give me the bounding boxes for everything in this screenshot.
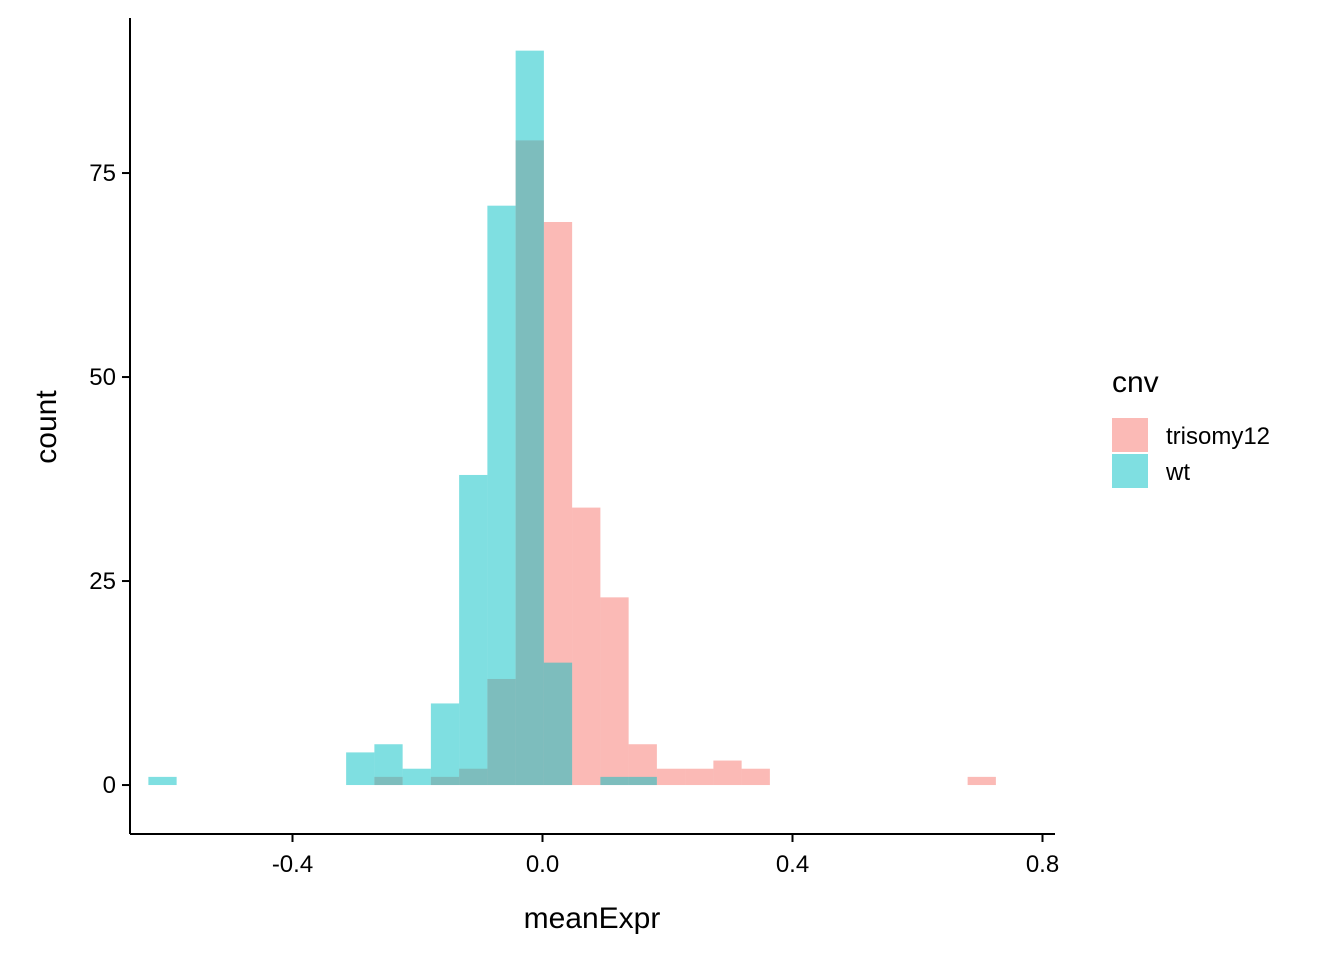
y-tick-label-0: 0 [103,772,116,799]
axes-layer: 0 25 50 75 -0.4 0.0 0.4 0.8 [89,18,1059,878]
legend: cnv trisomy12 wt [1112,366,1270,488]
bar-wt-11 [628,776,657,786]
bar-wt-2 [374,744,403,786]
legend-title: cnv [1112,366,1159,399]
bar-wt-7 [515,50,544,786]
legend-key-wt [1112,454,1148,488]
y-tick-label-1: 25 [89,568,116,595]
bar-trisomy12-14 [967,776,996,786]
bar-trisomy12-7 [572,507,601,786]
bar-wt-8 [543,662,573,786]
bar-wt-5 [459,474,488,786]
bar-wt-10 [600,776,629,786]
y-tick-label-2: 50 [89,364,116,391]
bar-trisomy12-13 [741,768,770,786]
bar-wt-0 [148,776,177,786]
bar-wt-6 [487,205,516,786]
legend-label-wt: wt [1165,459,1190,486]
bar-trisomy12-11 [685,768,714,786]
y-tick-label-3: 75 [89,160,116,187]
x-tick-label-2: 0.4 [776,851,809,878]
x-tick-label-3: 0.8 [1026,851,1059,878]
bars-layer [148,50,996,786]
bar-trisomy12-12 [713,760,742,786]
bar-wt-1 [346,752,375,786]
bar-trisomy12-10 [656,768,686,786]
y-axis-title: count [30,390,63,464]
legend-key-trisomy12 [1112,418,1148,452]
bar-wt-3 [402,768,431,786]
legend-label-trisomy12: trisomy12 [1166,423,1270,450]
bar-wt-4 [430,703,460,786]
bar-trisomy12-8 [600,597,629,786]
x-tick-label-1: 0.0 [526,851,559,878]
x-tick-label-0: -0.4 [272,851,313,878]
x-axis-title: meanExpr [524,902,661,935]
